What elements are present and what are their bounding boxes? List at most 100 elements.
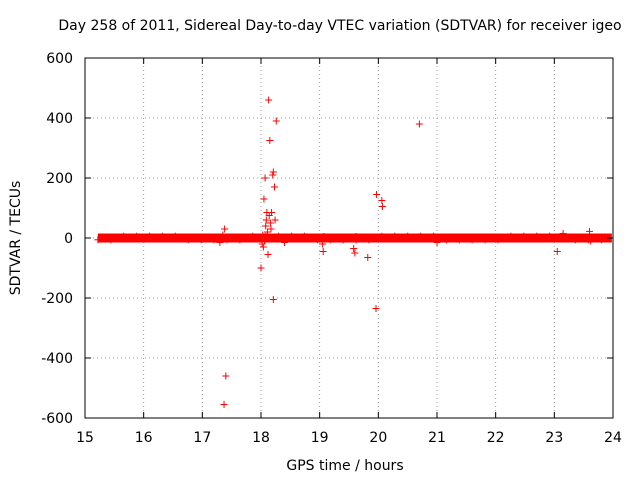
- band-point: [494, 236, 502, 244]
- data-point: [266, 219, 274, 227]
- band-point: [158, 232, 166, 240]
- data-point: [264, 251, 272, 258]
- y-tick-label: -600: [41, 411, 73, 427]
- x-tick-label: 19: [311, 430, 329, 446]
- band-point: [391, 232, 399, 240]
- y-tick-label: 200: [46, 171, 73, 187]
- data-point: [586, 227, 594, 235]
- band-point: [481, 236, 489, 244]
- chart-title: Day 258 of 2011, Sidereal Day-to-day VTE…: [58, 18, 621, 34]
- band-point: [171, 232, 179, 240]
- data-point: [266, 137, 274, 144]
- data-point: [262, 222, 270, 230]
- band-point: [533, 232, 541, 240]
- data-point: [378, 203, 386, 210]
- data-point: [320, 233, 328, 240]
- band-point: [300, 232, 308, 240]
- x-tick-label: 15: [76, 430, 94, 446]
- band-point: [546, 232, 554, 240]
- y-axis-label: SDTVAR / TECUs: [8, 181, 24, 296]
- x-tick-label: 17: [193, 430, 211, 446]
- data-point: [222, 372, 230, 380]
- data-point: [364, 254, 372, 261]
- band-point: [262, 232, 270, 240]
- data-point: [269, 168, 277, 176]
- data-point: [257, 264, 265, 272]
- data-point: [378, 197, 386, 204]
- band-point: [249, 232, 257, 240]
- data-point: [260, 195, 268, 203]
- band-point: [429, 232, 437, 240]
- band-point: [455, 236, 463, 244]
- data-point: [269, 296, 277, 303]
- data-point: [269, 171, 277, 179]
- band-point: [133, 232, 141, 240]
- data-point: [271, 216, 279, 224]
- band-point: [352, 236, 360, 244]
- data-point: [350, 245, 358, 252]
- data-point: [433, 239, 441, 246]
- band-point: [571, 236, 579, 244]
- band-point: [236, 236, 244, 244]
- data-point: [259, 231, 267, 239]
- band-point: [288, 232, 296, 240]
- data-point: [270, 183, 278, 191]
- band-point: [417, 232, 425, 240]
- data-point: [265, 96, 273, 104]
- band-point: [597, 236, 605, 244]
- y-tick-label: -400: [41, 351, 73, 367]
- data-point: [219, 231, 227, 239]
- data-point: [553, 248, 561, 255]
- data-point: [267, 225, 275, 233]
- band-point: [120, 232, 128, 240]
- band-point: [520, 232, 528, 240]
- x-tick-label: 24: [604, 430, 622, 446]
- band-point: [210, 236, 218, 244]
- data-points: [94, 96, 612, 408]
- data-point: [373, 191, 381, 198]
- band-point: [107, 236, 115, 244]
- y-tick-label: 600: [46, 51, 73, 67]
- data-point: [261, 237, 269, 245]
- x-tick-label: 20: [369, 430, 387, 446]
- data-point: [415, 120, 423, 128]
- x-axis-label: GPS time / hours: [286, 458, 403, 474]
- band-point: [442, 236, 450, 244]
- data-point: [263, 228, 271, 236]
- band-point: [197, 236, 205, 244]
- band-point: [339, 236, 347, 244]
- band-point: [313, 236, 321, 244]
- band-point: [326, 236, 334, 244]
- x-tick-label: 16: [135, 430, 153, 446]
- band-point: [94, 236, 102, 244]
- data-point: [280, 239, 288, 246]
- data-point: [372, 305, 380, 312]
- data-point: [272, 117, 280, 125]
- axis-ticks: 15 16 17 18 19 20 21 22 23 24 -600 -400 -200 0 200 400 6…: [41, 51, 622, 446]
- data-point: [319, 248, 327, 255]
- data-point: [262, 216, 270, 224]
- data-point: [261, 174, 269, 182]
- band-point: [468, 236, 476, 244]
- y-tick-label: 0: [64, 231, 73, 247]
- band-point: [584, 236, 592, 244]
- band-point: [146, 232, 154, 240]
- band-point: [378, 232, 386, 240]
- band-point: [184, 236, 192, 244]
- band-point: [275, 232, 283, 240]
- x-tick-label: 22: [487, 430, 505, 446]
- x-tick-label: 18: [252, 430, 270, 446]
- data-point: [259, 243, 267, 251]
- data-point: [319, 240, 327, 248]
- x-tick-label: 23: [545, 430, 563, 446]
- band-point: [223, 236, 231, 244]
- y-tick-label: -200: [41, 291, 73, 307]
- band-point: [559, 232, 567, 240]
- band-point: [507, 232, 515, 240]
- x-tick-label: 21: [428, 430, 446, 446]
- data-point: [351, 249, 359, 257]
- data-point: [221, 225, 229, 233]
- y-tick-label: 400: [46, 111, 73, 127]
- band-point: [365, 236, 373, 244]
